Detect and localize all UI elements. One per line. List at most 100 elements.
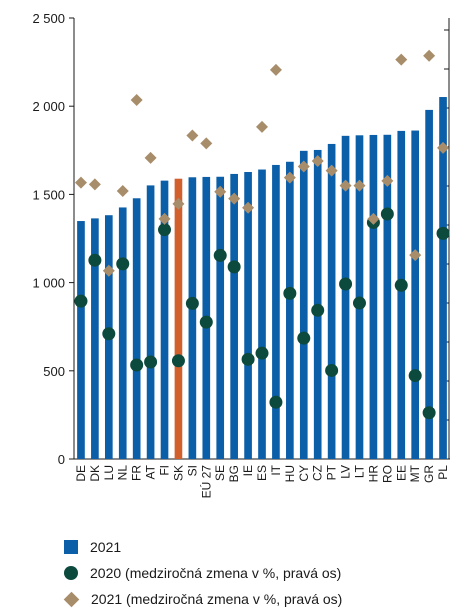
diamond-point xyxy=(214,185,227,198)
circle-point xyxy=(325,363,339,377)
bar xyxy=(299,150,308,459)
circle-point xyxy=(436,226,450,240)
x-tick-label: IT xyxy=(269,464,283,475)
legend: 2021 2020 (medziročná zmena v %, pravá o… xyxy=(63,534,343,612)
x-tick-label: LT xyxy=(352,464,366,478)
circle-point xyxy=(352,296,366,310)
x-tick-label: DE xyxy=(74,465,88,482)
x-tick-label: AT xyxy=(144,464,158,479)
x-tick-label: CY xyxy=(297,465,311,482)
diamond-point xyxy=(242,201,255,214)
diamond-point xyxy=(130,94,143,107)
bar xyxy=(188,177,197,460)
bar xyxy=(258,169,266,460)
circle-point xyxy=(241,352,255,366)
bar xyxy=(174,178,183,460)
diamond-point xyxy=(367,212,380,225)
diamond-point xyxy=(200,137,213,150)
x-tick-label: SK xyxy=(171,465,185,481)
y-tick-label: 2 500 xyxy=(32,11,65,26)
bar xyxy=(132,198,141,459)
x-tick-label: GR xyxy=(422,465,436,483)
legend-diamond-swatch xyxy=(63,591,80,607)
x-tick-label: SE xyxy=(213,465,227,481)
x-tick-label: HR xyxy=(366,465,380,483)
legend-item-circle: 2020 (medziročná zmena v %, pravá os) xyxy=(64,560,342,586)
bar xyxy=(146,185,155,459)
y-tick-label: 1 000 xyxy=(32,276,65,291)
x-tick-label: DK xyxy=(88,465,102,482)
legend-label-circle: 2020 (medziročná zmena v %, pravá os) xyxy=(90,565,342,581)
diamond-point xyxy=(283,171,296,184)
diamond-point xyxy=(325,164,338,177)
circle-point xyxy=(116,257,130,271)
circle-point xyxy=(74,294,88,308)
diamond-point xyxy=(311,155,324,168)
bar xyxy=(383,134,392,459)
circle-point xyxy=(339,277,353,291)
diamond-point xyxy=(172,197,185,210)
circle-point xyxy=(158,223,172,237)
x-tick-label: BG xyxy=(227,465,241,482)
diamond-point xyxy=(74,176,87,189)
circle-point xyxy=(394,278,408,292)
diamond-point xyxy=(116,185,129,198)
x-tick-label: FR xyxy=(130,465,144,481)
bar xyxy=(397,130,406,459)
x-tick-label: IE xyxy=(241,465,255,476)
circle-point xyxy=(380,207,394,221)
circle-point xyxy=(269,395,283,409)
circle-point xyxy=(144,355,158,369)
x-tick-label: EÚ 27 xyxy=(198,465,213,499)
diamond-point xyxy=(409,249,422,262)
diamond-point xyxy=(269,63,282,76)
circle-point xyxy=(283,286,297,300)
circle-point xyxy=(422,406,436,420)
y-tick-label: 2 000 xyxy=(32,99,65,114)
circle-point xyxy=(408,369,422,383)
circle-point xyxy=(255,346,269,360)
diamond-point xyxy=(102,264,115,277)
circle-point xyxy=(102,327,116,341)
diamond-point xyxy=(297,160,310,173)
circle-point xyxy=(311,303,325,317)
diamond-point xyxy=(256,120,268,133)
bar xyxy=(425,109,433,459)
bar xyxy=(341,135,350,459)
diamond-point xyxy=(437,141,450,154)
bar xyxy=(77,221,85,459)
diamond-point xyxy=(423,49,436,62)
x-tick-label: EE xyxy=(394,465,408,481)
bar xyxy=(369,134,378,460)
x-tick-label: FI xyxy=(158,465,172,476)
legend-label-bar: 2021 xyxy=(90,539,122,555)
bar xyxy=(216,176,225,459)
bar xyxy=(230,173,238,459)
legend-label-diamond: 2021 (medziročná zmena v %, pravá os) xyxy=(91,591,343,607)
diamond-point xyxy=(353,179,366,192)
circle-point xyxy=(130,358,144,372)
diamond-point xyxy=(186,129,199,142)
bar xyxy=(286,161,294,460)
bar xyxy=(411,130,420,459)
bar xyxy=(91,218,99,459)
diamond-point xyxy=(88,178,101,191)
circle-point xyxy=(213,248,227,262)
x-tick-label: CZ xyxy=(311,465,325,481)
diamond-point xyxy=(228,192,241,205)
legend-bar-swatch xyxy=(64,540,78,554)
x-tick-label: PL xyxy=(436,465,450,480)
circle-point xyxy=(199,315,213,329)
x-tick-label: MT xyxy=(408,464,422,482)
x-tick-label: NL xyxy=(116,465,130,481)
diamond-point xyxy=(158,212,171,225)
x-tick-label: HU xyxy=(283,465,297,482)
y-tick-label: 500 xyxy=(43,364,65,379)
bar xyxy=(118,207,127,459)
bar xyxy=(244,171,252,459)
legend-item-diamond: 2021 (medziročná zmena v %, pravá os) xyxy=(63,586,343,612)
circle-point xyxy=(297,331,311,345)
diamond-point xyxy=(339,179,352,192)
circle-point xyxy=(185,296,199,310)
x-tick-label: SI xyxy=(185,465,199,476)
